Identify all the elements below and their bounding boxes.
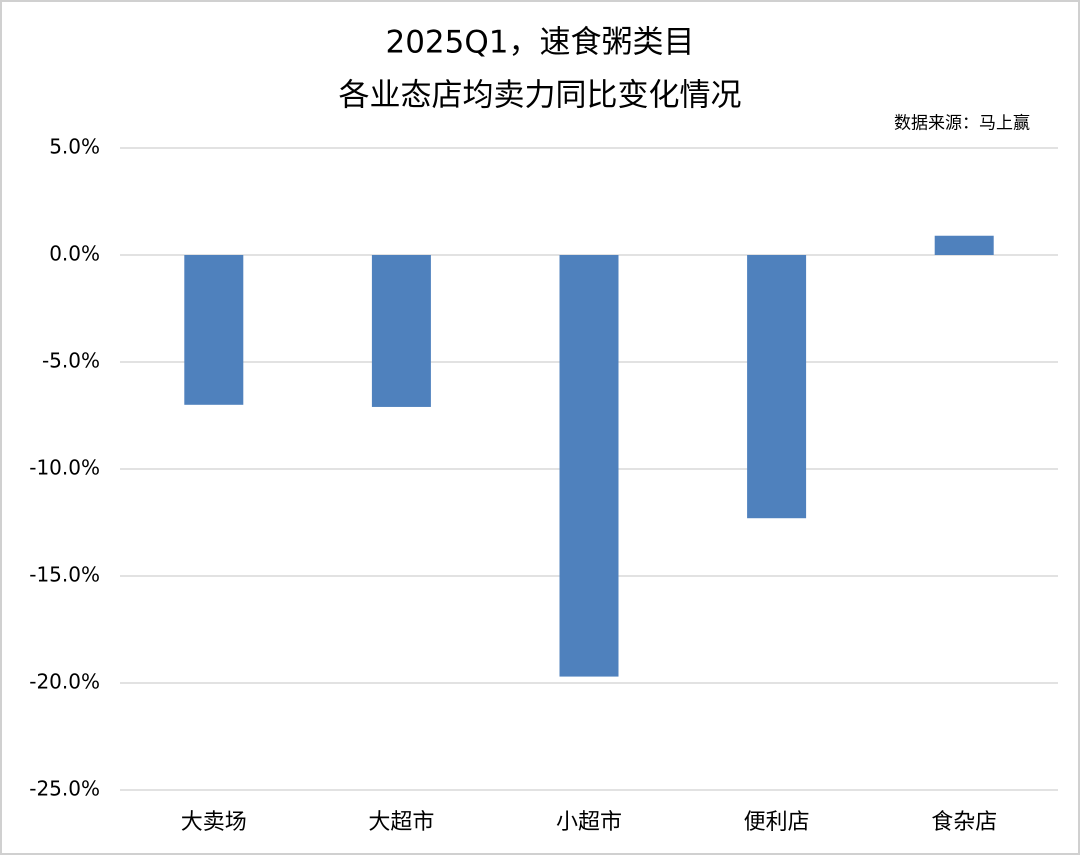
y-tick-label: 0.0%: [49, 242, 100, 266]
bar: [184, 255, 244, 405]
x-tick-label: 便利店: [744, 810, 810, 835]
chart-title: 2025Q1，速食粥类目: [385, 25, 694, 61]
y-tick-label: -15.0%: [29, 563, 100, 587]
x-tick-label: 小超市: [556, 810, 622, 835]
y-tick-label: -10.0%: [29, 456, 100, 480]
bar: [934, 235, 994, 255]
x-tick-label: 大超市: [368, 810, 434, 835]
x-tick-label: 大卖场: [181, 810, 247, 835]
y-tick-label: -25.0%: [29, 777, 100, 801]
y-tick-label: -20.0%: [29, 670, 100, 694]
y-tick-label: -5.0%: [42, 349, 100, 373]
chart-title: 各业态店均卖力同比变化情况: [339, 78, 742, 114]
source-note: 数据来源：马上赢: [894, 114, 1030, 134]
y-tick-label: 5.0%: [49, 135, 100, 159]
bar: [559, 255, 619, 677]
bar: [371, 255, 431, 407]
bar: [747, 255, 807, 519]
x-tick-label: 食杂店: [931, 810, 997, 835]
